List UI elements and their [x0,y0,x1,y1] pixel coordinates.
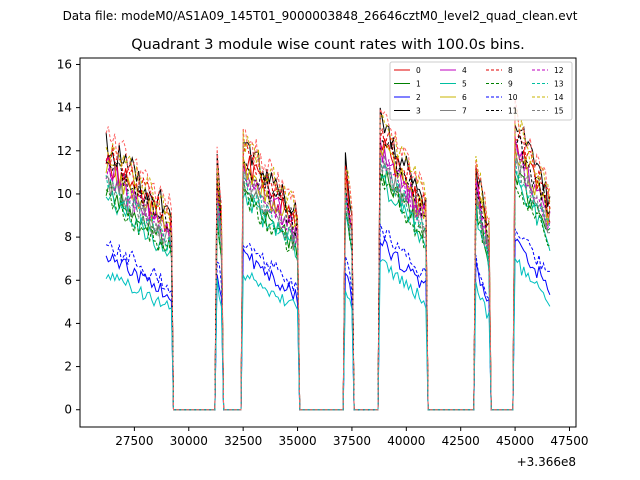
legend-label: 8 [508,66,513,75]
series-line [105,99,551,411]
x-tick-label: 37500 [333,434,371,448]
legend-label: 12 [554,66,564,75]
legend-label: 14 [554,93,564,102]
legend-label: 9 [508,80,513,89]
y-tick-label: 2 [64,360,72,374]
x-tick-label: 32500 [224,434,262,448]
suptitle: Data file: modeM0/AS1A09_145T01_90000038… [63,9,578,23]
x-offset-label: +3.366e8 [517,455,576,469]
plot-frame [79,57,577,428]
x-tick-label: 27500 [115,434,153,448]
x-tick-label: 47500 [550,434,588,448]
legend-label: 5 [462,80,467,89]
x-tick-label: 30000 [170,434,208,448]
legend-label: 10 [508,93,518,102]
y-tick-label: 12 [57,144,72,158]
y-tick-label: 0 [64,403,72,417]
legend-label: 7 [462,107,467,116]
legend-label: 6 [462,93,467,102]
legend-box [389,61,573,121]
y-tick-label: 6 [64,273,72,287]
y-tick-label: 10 [57,187,72,201]
legend-label: 15 [554,107,564,116]
series-line [105,256,551,411]
legend-label: 3 [416,107,421,116]
x-tick-label: 35000 [278,434,316,448]
series-layer [105,99,551,411]
x-axis-ticks: 27500 30000 32500 35000 37500 40000 42500 45000… [115,427,589,448]
chart-title: Quadrant 3 module wise count rates with … [131,37,525,53]
y-tick-label: 8 [64,230,72,244]
y-axis-ticks: 0 2 4 6 8 10 12 14 16 [57,57,80,417]
legend-label: 11 [508,107,518,116]
legend-label: 0 [416,66,421,75]
legend-label: 13 [554,80,564,89]
y-tick-label: 14 [57,101,72,115]
x-tick-label: 45000 [496,434,534,448]
legend-label: 1 [416,80,421,89]
legend-label: 2 [416,93,421,102]
x-tick-label: 42500 [442,434,480,448]
y-tick-label: 4 [64,316,72,330]
legend-label: 4 [462,66,467,75]
y-tick-label: 16 [57,57,72,71]
x-tick-label: 40000 [387,434,425,448]
